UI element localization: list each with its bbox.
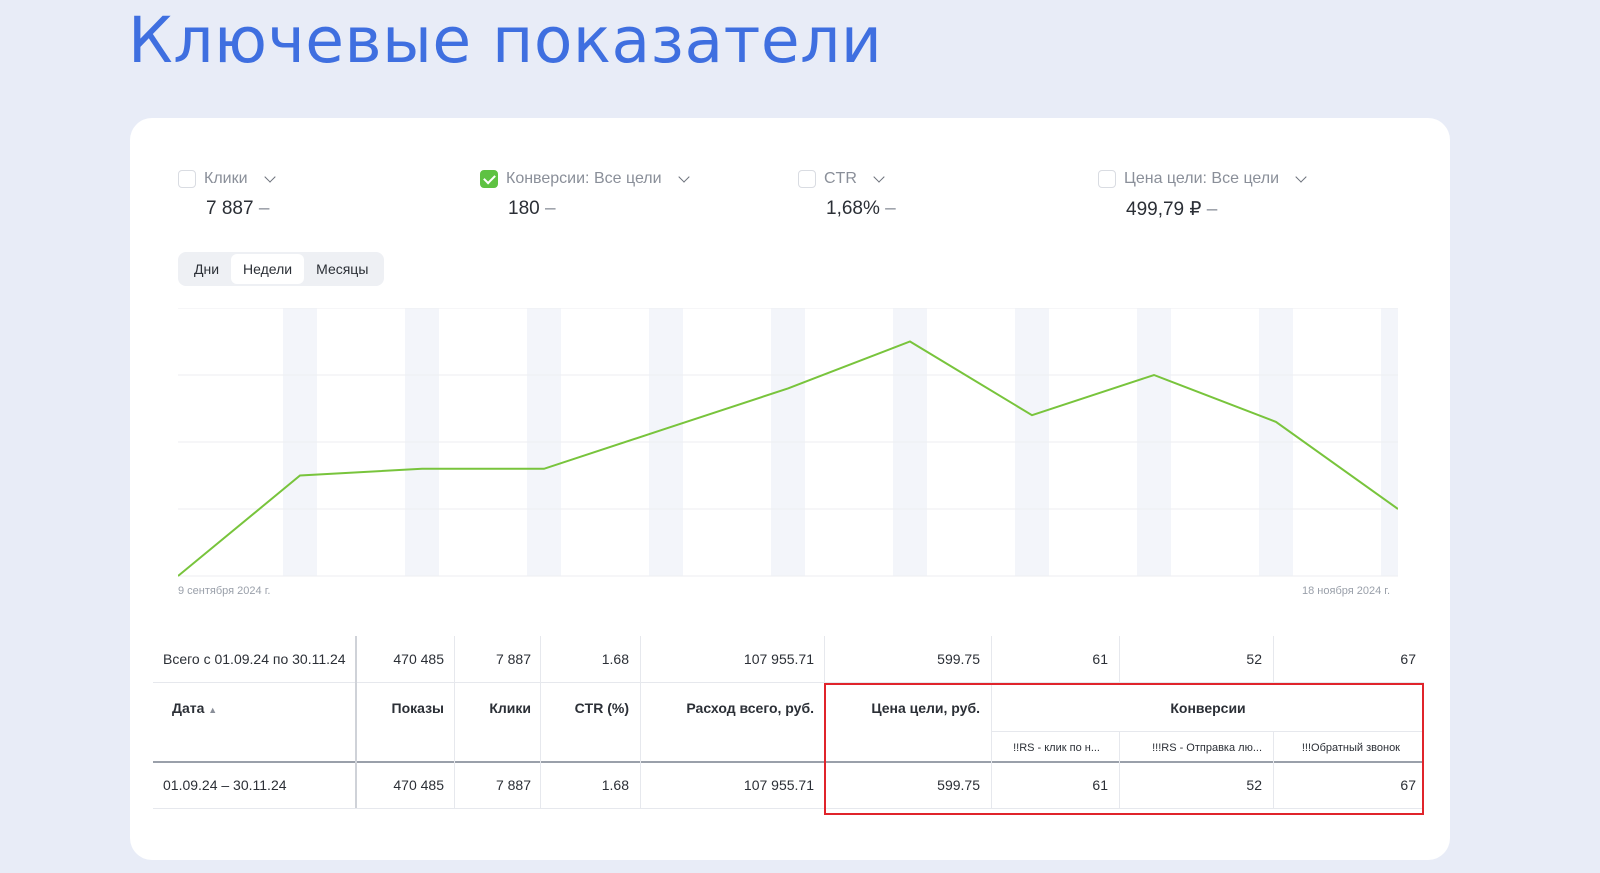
data-point[interactable] — [1149, 370, 1159, 380]
data-point[interactable] — [905, 337, 915, 347]
header-date-label: Дата — [172, 700, 205, 716]
row-conv-1: 61 — [1092, 777, 1108, 793]
metric-dash: – — [544, 198, 556, 219]
period-switcher: Дни Недели Месяцы — [178, 252, 385, 286]
page-title: Ключевые показатели — [128, 4, 883, 77]
column-divider — [1119, 731, 1120, 808]
series-line — [178, 340, 1398, 577]
row-ctr: 1.68 — [601, 777, 629, 793]
metric-dash: – — [258, 198, 270, 219]
total-spend: 107 955.71 — [743, 651, 814, 667]
column-divider — [1119, 636, 1120, 682]
column-divider — [355, 636, 357, 808]
row-divider — [153, 682, 1424, 683]
tab-days[interactable]: Дни — [194, 261, 220, 277]
metric-dash: – — [1206, 199, 1218, 220]
total-shows: 470 485 — [393, 651, 444, 667]
data-point[interactable] — [661, 424, 671, 434]
metric-ctr[interactable]: CTR 1,68% – — [798, 170, 896, 220]
total-conv-1: 61 — [1092, 651, 1108, 667]
metric-value: 180 — [508, 198, 540, 219]
column-divider — [1273, 731, 1274, 808]
goal-price-checkbox[interactable] — [1098, 170, 1116, 188]
column-divider — [540, 636, 541, 808]
data-point[interactable] — [295, 471, 305, 481]
data-point[interactable] — [539, 464, 549, 474]
conversions-checkbox[interactable] — [480, 170, 498, 188]
metric-clicks[interactable]: Клики 7 887 – — [178, 170, 276, 220]
header-conv-3[interactable]: !!!Обратный звонок — [1301, 742, 1400, 754]
ctr-checkbox[interactable] — [798, 170, 816, 188]
row-date: 01.09.24 – 30.11.24 — [163, 777, 287, 793]
header-spend[interactable]: Расход всего, руб. — [686, 700, 814, 716]
clicks-checkbox[interactable] — [178, 170, 196, 188]
row-conv-3: 67 — [1400, 777, 1416, 793]
header-clicks[interactable]: Клики — [489, 700, 531, 716]
data-point[interactable] — [1027, 410, 1037, 420]
metric-label: CTR — [824, 170, 857, 187]
metric-dash: – — [885, 198, 896, 219]
x-axis-start-label: 9 сентября 2024 г. — [178, 585, 271, 597]
metric-label: Клики — [204, 170, 248, 187]
total-conv-3: 67 — [1400, 651, 1416, 667]
total-goal-price: 599.75 — [937, 651, 980, 667]
chevron-down-icon[interactable] — [677, 171, 690, 183]
chevron-down-icon[interactable] — [1295, 171, 1307, 183]
row-spend: 107 955.71 — [743, 777, 814, 793]
header-date[interactable]: Дата ▲ — [172, 700, 217, 716]
column-divider — [1273, 636, 1274, 682]
column-divider — [640, 636, 641, 808]
header-bottom-border — [153, 761, 1424, 763]
column-divider — [991, 636, 992, 808]
metric-value: 499,79 ₽ — [1126, 199, 1202, 220]
header-goal-price[interactable]: Цена цели, руб. — [871, 700, 980, 716]
tab-months[interactable]: Месяцы — [316, 261, 369, 277]
total-clicks: 7 887 — [495, 651, 531, 667]
total-label: Всего с 01.09.24 по 30.11.24 — [163, 651, 346, 667]
header-shows[interactable]: Показы — [391, 700, 445, 716]
header-ctr[interactable]: CTR (%) — [574, 700, 629, 716]
subheader-divider — [992, 731, 1424, 732]
data-point[interactable] — [1271, 417, 1281, 427]
row-clicks: 7 887 — [495, 777, 531, 793]
x-axis-end-label: 18 ноября 2024 г. — [1302, 585, 1390, 597]
metric-label: Цена цели: Все цели — [1124, 170, 1280, 187]
metric-value: 1,68% — [826, 198, 880, 219]
chevron-down-icon[interactable] — [263, 171, 276, 183]
header-conv-2[interactable]: !!!RS - Отправка лю... — [1152, 742, 1262, 754]
header-conversions: Конверсии — [1170, 700, 1246, 716]
metric-value: 7 887 — [206, 198, 254, 219]
highlight-frame — [824, 683, 1424, 815]
data-point[interactable] — [783, 383, 793, 393]
header-conv-1[interactable]: !!RS - клик по н... — [1013, 742, 1100, 754]
chevron-down-icon[interactable] — [873, 171, 885, 183]
metric-goal-price[interactable]: Цена цели: Все цели 499,79 ₽ – — [1098, 170, 1307, 221]
row-conv-2: 52 — [1246, 777, 1262, 793]
conversions-line-chart — [178, 308, 1398, 577]
row-goal-price: 599.75 — [937, 777, 980, 793]
column-divider — [454, 636, 455, 808]
total-ctr: 1.68 — [601, 651, 629, 667]
metric-label: Конверсии: Все цели — [506, 170, 662, 187]
row-divider — [153, 808, 1424, 809]
total-conv-2: 52 — [1246, 651, 1262, 667]
row-shows: 470 485 — [393, 777, 444, 793]
sort-asc-icon[interactable]: ▲ — [208, 705, 218, 715]
metric-conversions[interactable]: Конверсии: Все цели 180 – — [480, 170, 690, 220]
data-point[interactable] — [417, 464, 427, 474]
tab-weeks[interactable]: Недели — [231, 254, 305, 284]
